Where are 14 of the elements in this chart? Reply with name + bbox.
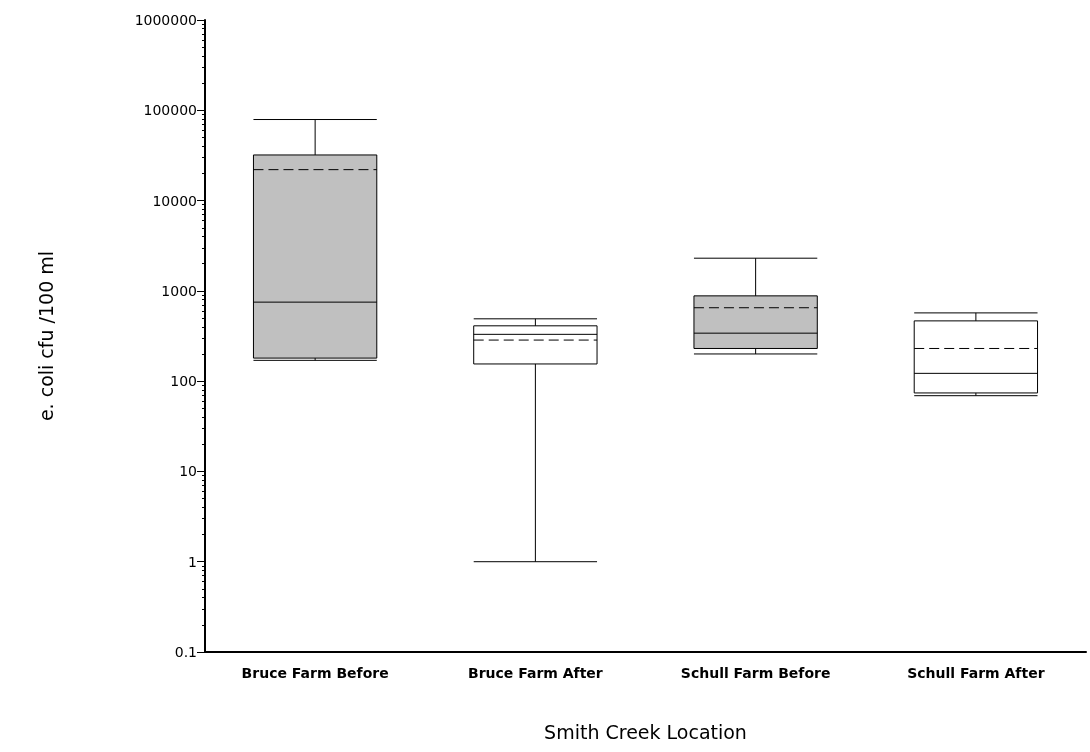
y-axis-title: e. coli cfu /100 ml <box>34 250 57 422</box>
y-tick-label: 100 <box>170 373 197 390</box>
x-axis-title: Smith Creek Location <box>544 720 747 743</box>
x-tick-label: Schull Farm After <box>907 665 1045 681</box>
y-tick-label: 0.1 <box>174 644 197 660</box>
y-tick-label: 10 <box>179 463 197 480</box>
y-tick-label: 10000 <box>152 192 197 209</box>
x-tick-label: Schull Farm Before <box>680 665 831 681</box>
y-tick-label: 100000 <box>143 102 197 119</box>
y-tick-label: 1 <box>188 553 197 570</box>
x-tick-label: Bruce Farm Before <box>241 665 389 681</box>
x-tick-label: Bruce Farm After <box>467 665 603 681</box>
y-tick-label: 1000 <box>161 282 197 299</box>
y-tick-label: 1000000 <box>134 12 197 28</box>
